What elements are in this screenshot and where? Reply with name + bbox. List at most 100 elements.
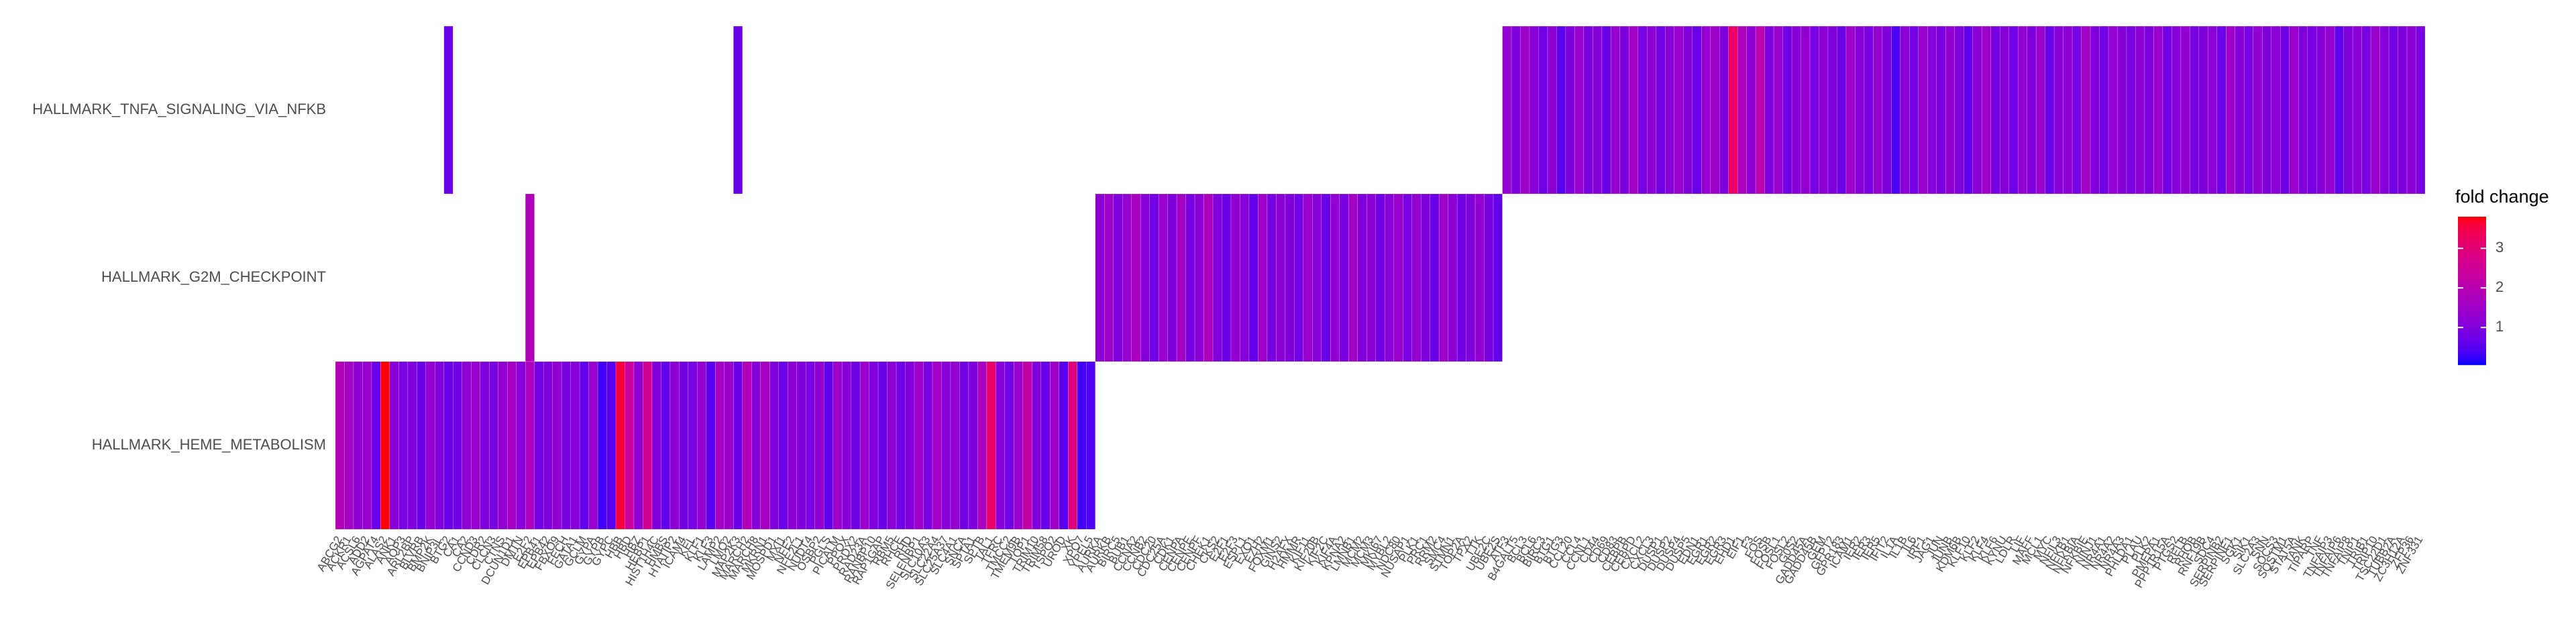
heat-cell [579,361,589,530]
heat-cell [1982,25,1991,195]
heat-cell [1619,25,1629,195]
heat-cell [1430,193,1440,362]
heat-cell [1583,25,1593,195]
heat-cell [1385,193,1394,362]
heat-cell [1529,25,1539,195]
heat-cell [788,361,797,530]
heat-cell [2307,25,2317,195]
heat-cell [1674,25,1684,195]
heat-cell [2144,25,2154,195]
heat-cell [778,361,788,530]
heat-cell [2090,25,2100,195]
heat-cell [2416,25,2426,195]
heat-cell [489,361,498,530]
heat-cell [1149,193,1159,362]
heat-cell [1185,193,1195,362]
heat-cell [1656,25,1666,195]
heat-cell [2135,25,2145,195]
heat-cell [1248,193,1258,362]
heat-cell [1764,25,1774,195]
legend-tick-label: 2 [2496,278,2504,295]
heat-cell [1945,25,1955,195]
heat-cell [371,361,381,530]
legend-tick-label: 3 [2496,239,2504,256]
heat-cell [1728,25,1738,195]
heat-cell [435,361,445,530]
heat-cell [2226,25,2236,195]
heat-cell [1339,193,1349,362]
heat-cell [1601,25,1611,195]
heat-cell [2072,25,2082,195]
heat-cell [462,361,472,530]
heat-cell [1176,193,1186,362]
heat-cell [1303,193,1313,362]
heat-cell [1918,25,1928,195]
heat-cell [769,361,779,530]
heat-cell [1267,193,1277,362]
heat-cell [2063,25,2073,195]
heat-cell [643,361,653,530]
heat-cell [1484,193,1494,362]
heat-cell [1212,193,1222,362]
heat-cell [996,361,1006,530]
row-label: HALLMARK_TNFA_SIGNALING_VIA_NFKB [32,101,326,117]
heat-cell [1638,25,1648,195]
heat-cell [1004,361,1014,530]
heat-cell [2298,25,2308,195]
heat-cell [2244,25,2253,195]
heat-cell [1104,193,1114,362]
heat-cell [1050,361,1059,530]
heat-cell [1059,361,1069,530]
heat-cell [534,361,544,530]
heat-cell [806,361,815,530]
heat-cell [1466,193,1476,362]
heat-cell [1474,193,1485,362]
heat-cell [977,361,987,530]
heat-cell [570,361,580,530]
heat-cell [561,361,571,530]
heat-cell [2108,25,2118,195]
heat-cell [362,361,372,530]
heat-cell [851,361,861,530]
heat-cell [453,361,462,530]
heat-cell [1276,193,1286,362]
legend-tick-label: 1 [2496,318,2504,335]
heat-cell [2280,25,2290,195]
heat-cell [1611,25,1621,195]
heat-cell [1873,25,1883,195]
heat-cell [353,361,363,530]
heat-cell [525,193,535,362]
heat-cell [498,361,508,530]
heat-cell [2053,25,2063,195]
heat-cell [1791,25,1801,195]
heat-cell [625,361,635,530]
heat-cell [2162,25,2172,195]
heat-cell [1456,193,1466,362]
heat-cell [1240,193,1250,362]
heat-cell [661,361,671,530]
heat-cell [1077,361,1087,530]
heat-cell [398,361,409,530]
heat-cell [1692,25,1702,195]
heat-cell [986,361,996,530]
heat-cell [923,361,933,530]
heat-cell [2117,25,2127,195]
heat-cell [1710,25,1720,195]
heat-cell [724,361,734,530]
heat-cell [968,361,978,530]
colorbar [2458,217,2486,366]
heat-cell [896,361,906,530]
heat-cell [905,361,915,530]
heat-cell [2316,25,2326,195]
heat-cell [887,361,897,530]
heat-cell [1845,25,1856,195]
heat-cell [859,361,869,530]
heat-cell [1737,25,1747,195]
heat-cell [335,361,345,530]
heat-cell [1493,193,1503,362]
heat-cell [615,361,625,530]
heat-cell [407,361,417,530]
heat-cell [1891,25,1901,195]
heat-cell [480,361,490,530]
